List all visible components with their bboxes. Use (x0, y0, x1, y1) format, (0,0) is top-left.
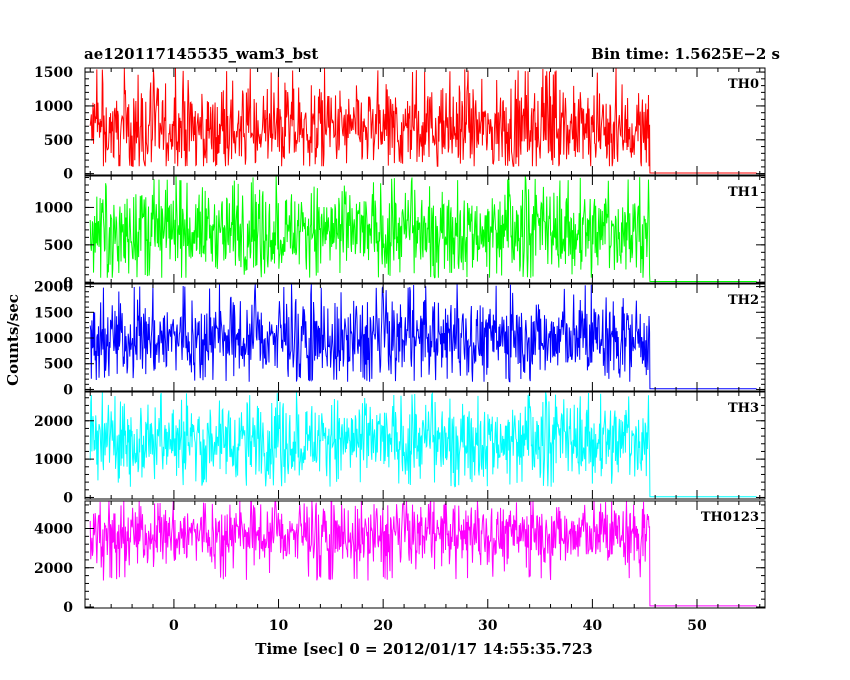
y-tick-label: 2000 (34, 280, 73, 296)
y-tick-label: 2000 (34, 561, 73, 577)
chart-title-left: ae120117145535_wam3_bst (84, 45, 318, 63)
panel-label-th3: TH3 (728, 401, 759, 416)
series-th1-line (89, 176, 757, 282)
series-th0123-line (89, 501, 757, 607)
series-th3-line (89, 392, 757, 498)
y-tick-label: 0 (63, 600, 73, 616)
y-tick-label: 500 (44, 133, 73, 149)
x-tick-label: 30 (478, 618, 498, 634)
y-tick-label: 500 (44, 357, 73, 373)
y-tick-label: 1000 (34, 452, 73, 468)
x-axis-label: Time [sec] 0 = 2012/01/17 14:55:35.723 (255, 640, 592, 658)
panels-group: 0 500 1000 1500 TH0 0 500 1000 TH1 0 500 1000 1500 20… (34, 65, 766, 616)
panel-th2: 0 500 1000 1500 2000 TH2 (34, 280, 766, 398)
panel-th0: 0 500 1000 1500 TH0 (34, 65, 766, 183)
chart-title-right: Bin time: 1.5625E−2 s (591, 45, 780, 63)
x-tick-label: 0 (169, 618, 179, 634)
y-axis-label: Counts/sec (4, 294, 22, 386)
panel-th3: 0 1000 2000 TH3 (34, 391, 766, 506)
y-tick-label: 2000 (34, 414, 73, 430)
y-tick-label: 500 (44, 238, 73, 254)
y-tick-label: 1000 (34, 99, 73, 115)
panel-th0123: 0 2000 4000 TH0123 (34, 500, 766, 616)
y-tick-label: 1500 (34, 305, 73, 321)
y-tick-label: 0 (63, 490, 73, 506)
x-axis: 0 10 20 30 40 50 (169, 618, 707, 634)
panel-label-th2: TH2 (728, 293, 759, 308)
y-tick-label: 0 (63, 382, 73, 398)
y-tick-label: 0 (63, 275, 73, 291)
y-tick-label: 1000 (34, 331, 73, 347)
x-tick-label: 50 (687, 618, 707, 634)
panel-th1: 0 500 1000 TH1 (34, 175, 766, 291)
x-tick-label: 40 (583, 618, 603, 634)
y-tick-label: 0 (63, 167, 73, 183)
y-tick-label: 1000 (34, 200, 73, 216)
panel-label-th0123: TH0123 (701, 510, 759, 525)
panel-label-th0: TH0 (728, 77, 759, 92)
x-tick-label: 10 (269, 618, 289, 634)
y-tick-label: 1500 (34, 65, 73, 81)
x-tick-label: 20 (373, 618, 393, 634)
series-th2-line (89, 284, 757, 390)
panel-label-th1: TH1 (728, 185, 759, 200)
series-th0-line (89, 68, 757, 174)
y-tick-label: 4000 (34, 521, 73, 537)
